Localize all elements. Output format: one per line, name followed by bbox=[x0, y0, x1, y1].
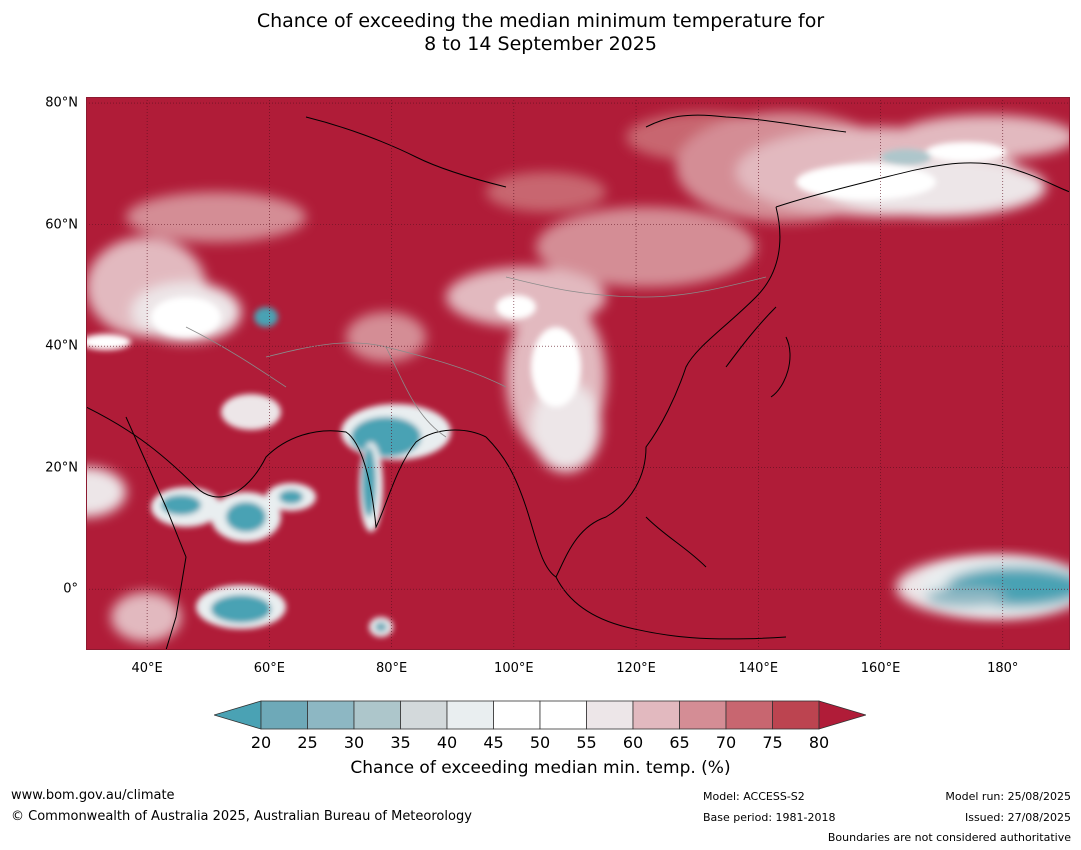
title-line-2: 8 to 14 September 2025 bbox=[424, 33, 657, 55]
colorbar-segment bbox=[260, 700, 308, 730]
latitude-tick-label: 0° bbox=[63, 581, 78, 597]
colorbar-tick-label: 25 bbox=[297, 733, 318, 752]
latitude-tick-label: 60°N bbox=[45, 217, 78, 233]
probability-map bbox=[86, 97, 1070, 650]
footer-copyright: © Commonwealth of Australia 2025, Austra… bbox=[11, 809, 472, 824]
colorbar-tick-label: 45 bbox=[483, 733, 504, 752]
country-borders bbox=[185, 276, 767, 438]
longitude-tick-label: 180° bbox=[987, 661, 1019, 676]
colorbar-tick-label: 30 bbox=[343, 733, 365, 752]
colorbar-tick-label: 40 bbox=[436, 733, 458, 752]
colorbar-tick-label: 35 bbox=[390, 733, 411, 752]
colorbar-tick-label: 75 bbox=[762, 733, 783, 752]
title-line-1: Chance of exceeding the median minimum t… bbox=[256, 10, 825, 32]
chart-title: Chance of exceeding the median minimum t… bbox=[0, 10, 1081, 56]
colorbar-segment bbox=[493, 700, 541, 730]
graticule bbox=[86, 97, 1070, 650]
coastlines bbox=[86, 114, 1070, 650]
latitude-tick-label: 40°N bbox=[45, 338, 78, 354]
longitude-tick-label: 80°E bbox=[375, 661, 408, 676]
longitude-tick-label: 160°E bbox=[860, 661, 901, 676]
footer-model-run: Model run: 25/08/2025 bbox=[945, 790, 1071, 803]
colorbar-segment bbox=[400, 700, 448, 730]
colorbar-tick-label: 80 bbox=[808, 733, 830, 752]
colorbar-segment bbox=[353, 700, 401, 730]
colorbar-segment bbox=[586, 700, 634, 730]
colorbar-tick-label: 60 bbox=[622, 733, 644, 752]
colorbar-low-extension bbox=[214, 700, 262, 730]
longitude-tick-label: 40°E bbox=[131, 661, 163, 676]
colorbar-tick-label: 70 bbox=[715, 733, 737, 752]
colorbar-tick-label: 65 bbox=[669, 733, 690, 752]
longitude-tick-label: 140°E bbox=[738, 661, 779, 676]
colorbar bbox=[214, 700, 866, 730]
latitude-tick-label: 20°N bbox=[45, 460, 78, 476]
colorbar-segment bbox=[539, 700, 587, 730]
footer-website: www.bom.gov.au/climate bbox=[11, 788, 175, 803]
colorbar-label: Chance of exceeding median min. temp. (%… bbox=[350, 758, 731, 778]
footer-issued: Issued: 27/08/2025 bbox=[964, 811, 1071, 824]
colorbar-high-extension bbox=[818, 700, 866, 730]
colorbar-segment bbox=[446, 700, 494, 730]
colorbar-segment bbox=[725, 700, 773, 730]
colorbar-segment bbox=[307, 700, 355, 730]
colorbar-segment bbox=[632, 700, 680, 730]
longitude-tick-label: 100°E bbox=[494, 661, 534, 676]
probability-field bbox=[86, 112, 1070, 642]
latitude-tick-label: 80°N bbox=[45, 95, 78, 111]
colorbar-tick-label: 55 bbox=[576, 733, 597, 752]
footer-model: Model: ACCESS-S2 bbox=[703, 790, 805, 803]
colorbar-tick-label: 20 bbox=[250, 733, 272, 752]
colorbar-segment bbox=[772, 700, 820, 730]
footer-boundaries: Boundaries are not considered authoritat… bbox=[827, 831, 1071, 844]
colorbar-tick-label: 50 bbox=[529, 733, 551, 752]
longitude-tick-label: 60°E bbox=[253, 661, 285, 676]
longitude-tick-label: 120°E bbox=[616, 661, 656, 676]
footer-base-period: Base period: 1981-2018 bbox=[703, 811, 836, 824]
colorbar-segment bbox=[679, 700, 727, 730]
